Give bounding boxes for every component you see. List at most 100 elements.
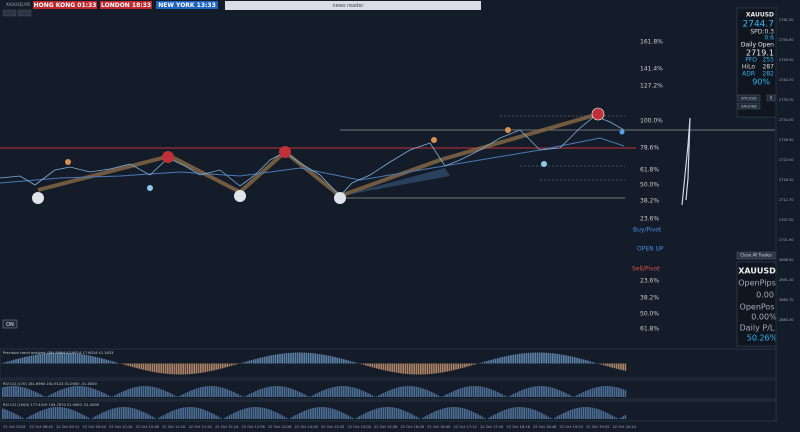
histogram-bar: [50, 394, 52, 397]
histogram-bar: [248, 407, 250, 419]
histogram-bar: [90, 387, 92, 397]
histogram-bar: [329, 356, 332, 364]
histogram-bar: [233, 392, 235, 397]
histogram-bar: [290, 388, 292, 397]
histogram-bar: [556, 353, 558, 364]
histogram-bar: [65, 387, 68, 397]
histogram-bar: [173, 363, 176, 375]
histogram-bar: [219, 417, 222, 419]
histogram-bar: [167, 391, 169, 397]
histogram-bar: [563, 354, 565, 364]
histogram-bar: [367, 393, 369, 397]
histogram-bar: [391, 363, 393, 372]
histogram-bar: [532, 352, 534, 364]
time-tick-label: 22 Oct 16:40: [427, 425, 451, 429]
histogram-bar: [486, 361, 488, 364]
histogram-bar: [602, 386, 605, 397]
histogram-bar: [481, 362, 484, 364]
histogram-bar: [107, 360, 110, 364]
histogram-bar: [103, 358, 105, 364]
time-tick-label: 22 Oct 2024: [3, 425, 26, 429]
histogram-bar: [494, 391, 497, 397]
histogram-bar: [239, 410, 242, 419]
histogram-bar: [585, 360, 587, 364]
button[interactable]: [2, 9, 17, 17]
histogram-bar: [439, 409, 442, 419]
histogram-bar: [516, 354, 519, 364]
histogram-bar: [422, 388, 424, 397]
histogram-bar: [206, 386, 209, 397]
histogram-bar: [411, 414, 413, 419]
histogram-bar: [400, 363, 402, 374]
histogram-bar: [611, 386, 613, 397]
histogram-bar: [171, 410, 173, 419]
histogram-bar: [477, 414, 479, 419]
histogram-bar: [116, 362, 118, 364]
histogram-bar: [307, 409, 310, 419]
histogram-bar: [481, 416, 484, 419]
histogram-bar: [453, 363, 455, 371]
histogram-bar: [468, 386, 470, 397]
news-bar[interactable]: [225, 1, 481, 10]
histogram-bar: [578, 407, 580, 419]
histogram-bar: [527, 408, 530, 419]
histogram-bar: [303, 394, 305, 397]
histogram-bar: [151, 386, 154, 397]
histogram-bar: [624, 363, 627, 371]
histogram-bar: [169, 411, 171, 419]
histogram-bar: [574, 396, 576, 397]
histogram-bar: [189, 407, 191, 419]
on-button[interactable]: [2, 319, 18, 329]
histogram-bar: [57, 407, 59, 419]
histogram-bar: [347, 415, 349, 419]
histogram-bar: [589, 389, 591, 397]
histogram-bar: [169, 393, 171, 397]
price-spike: [681, 117, 691, 206]
histogram-bar: [310, 396, 312, 397]
histogram-bar: [272, 411, 275, 419]
histogram-bar: [347, 386, 349, 397]
histogram-bar: [178, 408, 180, 419]
histogram-bar: [340, 358, 343, 364]
close-button[interactable]: [766, 94, 776, 102]
histogram-bar: [362, 391, 365, 397]
histogram-bar: [492, 359, 495, 364]
histogram-bar: [593, 387, 596, 397]
histogram-bar: [409, 363, 411, 375]
symbol-button[interactable]: [737, 102, 761, 110]
histogram-bar: [15, 386, 17, 397]
histogram-bar: [532, 386, 534, 397]
button[interactable]: [17, 9, 32, 17]
histogram-bar: [81, 386, 83, 397]
histogram-bar: [138, 410, 140, 419]
histogram-bar: [567, 410, 569, 419]
histogram-bar: [373, 409, 376, 419]
histogram-bar: [620, 363, 622, 370]
histogram-bar: [571, 356, 574, 364]
histogram-bar: [145, 413, 147, 419]
histogram-bar: [398, 363, 400, 374]
histogram-bar: [274, 412, 277, 419]
histogram-bar: [68, 352, 70, 364]
histogram-bar: [406, 386, 409, 397]
histogram-bar: [219, 363, 222, 369]
histogram-bar: [35, 391, 37, 397]
histogram-bar: [162, 415, 165, 419]
histogram-bar: [490, 389, 492, 397]
histogram-bar: [151, 363, 154, 372]
histogram-bar: [576, 395, 578, 397]
histogram-bar: [259, 357, 261, 364]
histogram-bar: [206, 411, 209, 419]
histogram-bar: [125, 407, 127, 419]
histogram-bar: [530, 387, 532, 397]
histogram-bar: [622, 416, 624, 419]
histogram-bar: [516, 407, 519, 419]
histogram-bar: [358, 416, 360, 419]
fib-label: 141.4%: [640, 66, 663, 73]
histogram-bar: [266, 387, 268, 397]
close-all-button[interactable]: [736, 251, 776, 260]
info-value: 90%: [752, 78, 770, 87]
histogram-bar: [316, 353, 319, 364]
symbol-button[interactable]: [737, 94, 761, 102]
histogram-bar: [303, 352, 305, 364]
